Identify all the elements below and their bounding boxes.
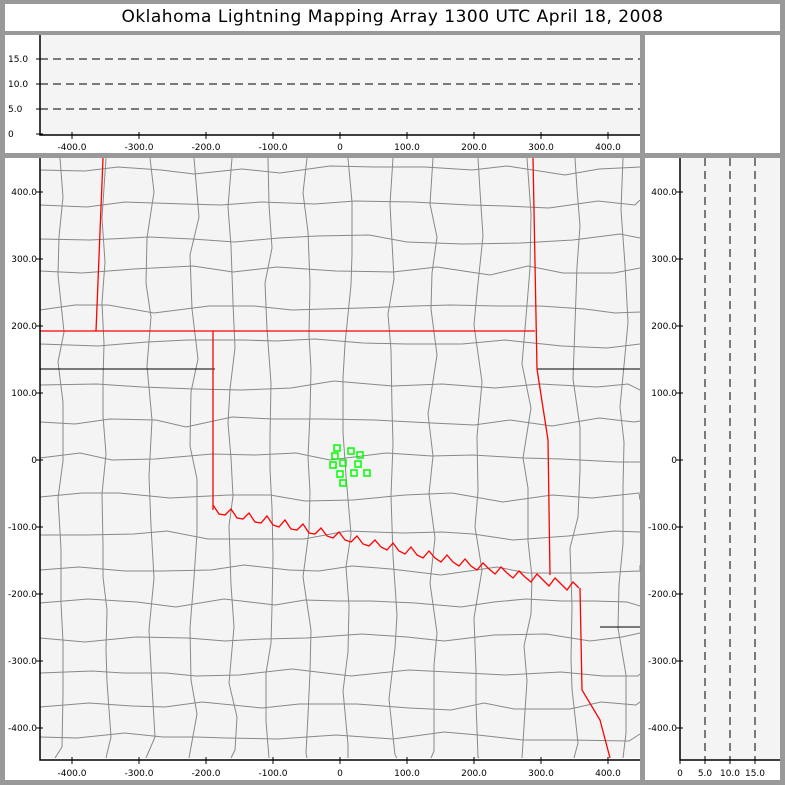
ew-y-tick-label: 5.0: [8, 105, 23, 115]
ew-x-tick-label: 300.0: [528, 143, 554, 153]
county-line: [264, 157, 274, 759]
plan-y-tick-label: 400.0: [11, 188, 37, 198]
ns-y-tick-label: 400.0: [651, 188, 677, 198]
ew-plot-area: [40, 35, 640, 135]
plan-x-tick-label: -400.0: [57, 769, 86, 779]
plan-x-tick-label: -200.0: [191, 769, 220, 779]
county-line: [302, 157, 312, 759]
ew-y-tick-label: 15.0: [8, 55, 28, 65]
plan-y-tick-label: 200.0: [11, 322, 37, 332]
county-line: [39, 701, 641, 711]
ew-x-tick-label: -200.0: [191, 143, 220, 153]
county-line: [39, 731, 641, 742]
ns-y-tick-label: -300.0: [648, 657, 677, 667]
county-line: [39, 199, 641, 209]
plot-title: Oklahoma Lightning Mapping Array 1300 UT…: [5, 4, 780, 31]
county-line: [521, 157, 533, 759]
county-line: [569, 157, 581, 759]
plan-x-tick-label: -100.0: [258, 769, 287, 779]
state-border: [40, 157, 611, 759]
plan-y-tick-label: 300.0: [11, 255, 37, 265]
plan-x-tick-label: 400.0: [595, 769, 621, 779]
ns-y-tick-label: 0: [671, 456, 677, 466]
lightning-source-marker: [347, 447, 355, 455]
ns-y-tick-label: -100.0: [648, 523, 677, 533]
lightning-source-marker: [356, 451, 364, 459]
county-line: [227, 157, 238, 759]
county-line: [39, 338, 641, 349]
map-area: [40, 158, 640, 758]
ns-x-tick-label: 15.0: [745, 769, 765, 779]
lightning-source-marker: [339, 459, 347, 467]
plan-x-tick-label: 0: [337, 769, 343, 779]
lightning-source-marker: [350, 469, 358, 477]
lightning-source-marker: [354, 460, 362, 468]
empty-corner-panel: [645, 35, 780, 153]
state-line: [40, 368, 640, 628]
plan-axes: [39, 158, 640, 761]
plan-x-tick-label: -300.0: [124, 769, 153, 779]
ew-x-tick-label: -100.0: [258, 143, 287, 153]
ns-x-tick-label: 5.0: [698, 769, 713, 779]
plan-x-tick-label: 300.0: [528, 769, 554, 779]
ew-x-tick-label: 100.0: [394, 143, 420, 153]
plan-y-tick-label: -300.0: [8, 657, 37, 667]
county-line: [39, 265, 641, 276]
ns-y-tick-label: -400.0: [648, 724, 677, 734]
plan-y-tick-label: 0: [31, 456, 37, 466]
county-line: [39, 564, 641, 576]
county-line: [39, 416, 641, 428]
plan-x-tick-label: 100.0: [394, 769, 420, 779]
ns-y-tick-label: 200.0: [651, 322, 677, 332]
lightning-source-marker: [336, 470, 344, 478]
lightning-source-marker: [333, 444, 341, 452]
ns-x-tick-label: 10.0: [720, 769, 740, 779]
county-line: [39, 632, 641, 643]
ns-y-tick-label: 100.0: [651, 389, 677, 399]
lightning-source-marker: [363, 469, 371, 477]
lightning-source-marker: [329, 461, 337, 469]
county-line: [39, 233, 641, 245]
county-line: [39, 165, 641, 176]
ns-y-tick-label: 300.0: [651, 255, 677, 265]
ew-y-tick-label: 10.0: [8, 80, 28, 90]
lightning-source-marker: [331, 452, 339, 460]
plan-x-tick-label: 200.0: [461, 769, 487, 779]
county-line: [387, 157, 398, 759]
county-line: [188, 157, 200, 759]
county-line: [617, 157, 629, 759]
ew-x-tick-label: -300.0: [124, 143, 153, 153]
county-line: [101, 157, 112, 759]
county-line: [39, 668, 641, 677]
lightning-source-marker: [339, 479, 347, 487]
plan-y-tick-label: -400.0: [8, 724, 37, 734]
county-line: [39, 304, 641, 314]
county-line: [473, 157, 484, 759]
ns-x-tick-label: 0: [677, 769, 683, 779]
ew-axes: [39, 35, 640, 136]
ew-y-tick-label: 0: [8, 130, 14, 140]
county-line: [145, 157, 156, 759]
plan-y-tick-label: -100.0: [8, 523, 37, 533]
ns-y-tick-label: -200.0: [648, 590, 677, 600]
county-line: [427, 157, 438, 759]
ew-x-tick-label: -400.0: [57, 143, 86, 153]
plan-y-tick-label: 100.0: [11, 389, 37, 399]
ew-x-tick-label: 400.0: [595, 143, 621, 153]
plan-y-tick-label: -200.0: [8, 590, 37, 600]
ew-x-tick-label: 200.0: [461, 143, 487, 153]
ew-x-tick-label: 0: [337, 143, 343, 153]
county-line: [39, 380, 641, 391]
county-line: [54, 157, 65, 759]
county-line: [342, 157, 353, 758]
